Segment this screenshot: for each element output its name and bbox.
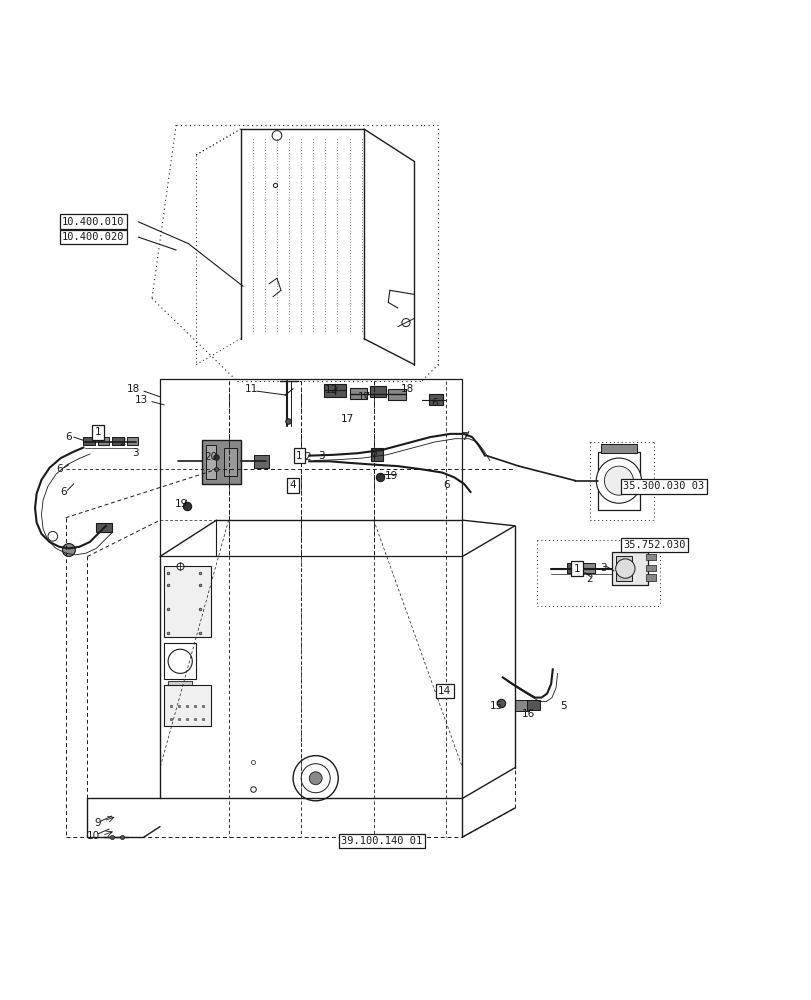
Bar bbox=[164, 643, 196, 679]
Text: 12: 12 bbox=[324, 385, 338, 395]
Text: 10.400.020: 10.400.020 bbox=[62, 232, 124, 242]
Circle shape bbox=[603, 466, 633, 495]
Bar bbox=[168, 681, 192, 698]
Bar bbox=[388, 389, 406, 400]
Bar bbox=[646, 554, 655, 560]
Bar bbox=[202, 440, 240, 484]
Text: 35.300.030 03: 35.300.030 03 bbox=[623, 481, 704, 491]
Bar bbox=[646, 574, 655, 581]
Text: 7: 7 bbox=[460, 432, 467, 442]
Circle shape bbox=[168, 649, 192, 673]
Text: 16: 16 bbox=[521, 709, 534, 719]
Bar bbox=[96, 523, 111, 532]
Text: 2: 2 bbox=[586, 574, 593, 584]
Bar bbox=[646, 565, 655, 571]
Text: 15: 15 bbox=[489, 701, 502, 711]
Text: 19: 19 bbox=[384, 471, 397, 481]
Text: 35.752.030: 35.752.030 bbox=[622, 540, 684, 550]
Bar bbox=[324, 384, 346, 397]
Text: 10.400.010: 10.400.010 bbox=[62, 217, 124, 227]
Text: 5: 5 bbox=[560, 701, 566, 711]
Bar bbox=[206, 445, 216, 479]
Text: 1: 1 bbox=[573, 564, 580, 574]
Text: 4: 4 bbox=[290, 480, 296, 490]
Text: 39.100.140 01: 39.100.140 01 bbox=[341, 836, 422, 846]
Text: 18: 18 bbox=[127, 384, 139, 394]
Text: 9: 9 bbox=[95, 818, 101, 828]
Bar bbox=[254, 455, 268, 468]
Text: 1: 1 bbox=[95, 427, 101, 437]
Circle shape bbox=[301, 764, 330, 793]
Circle shape bbox=[293, 756, 338, 801]
Text: 20: 20 bbox=[204, 452, 217, 462]
Text: 2: 2 bbox=[304, 452, 311, 462]
Text: 2: 2 bbox=[118, 437, 125, 447]
Text: 17: 17 bbox=[357, 392, 371, 402]
Bar bbox=[615, 556, 631, 581]
Bar bbox=[611, 552, 647, 585]
Text: 6: 6 bbox=[60, 487, 67, 497]
Bar bbox=[370, 448, 383, 461]
Text: 19: 19 bbox=[175, 499, 188, 509]
Bar bbox=[164, 566, 211, 637]
Bar bbox=[600, 444, 636, 453]
Text: 13: 13 bbox=[135, 395, 148, 405]
Text: 17: 17 bbox=[341, 414, 354, 424]
Text: 10: 10 bbox=[87, 831, 100, 841]
Text: 18: 18 bbox=[401, 384, 414, 394]
Text: 6: 6 bbox=[66, 432, 72, 442]
Circle shape bbox=[62, 544, 75, 556]
Bar bbox=[349, 388, 367, 399]
Text: 8: 8 bbox=[370, 448, 376, 458]
Bar bbox=[164, 685, 211, 726]
Text: 6: 6 bbox=[431, 398, 437, 408]
Bar bbox=[526, 700, 539, 710]
Bar bbox=[224, 448, 236, 476]
Bar bbox=[567, 563, 580, 573]
Circle shape bbox=[309, 772, 322, 785]
Bar bbox=[428, 394, 443, 405]
Text: 14: 14 bbox=[438, 686, 451, 696]
Bar bbox=[127, 437, 138, 445]
Text: 1: 1 bbox=[296, 451, 303, 461]
Text: 3: 3 bbox=[318, 451, 324, 461]
Text: 3: 3 bbox=[132, 448, 139, 458]
Circle shape bbox=[595, 458, 641, 503]
Bar bbox=[514, 700, 529, 711]
Text: 3: 3 bbox=[599, 563, 606, 573]
Text: 6: 6 bbox=[56, 464, 62, 474]
Text: 11: 11 bbox=[244, 384, 257, 394]
Circle shape bbox=[615, 559, 634, 578]
Bar bbox=[369, 386, 385, 397]
Bar bbox=[98, 437, 109, 445]
Bar bbox=[84, 437, 95, 445]
Bar bbox=[581, 563, 594, 573]
Bar bbox=[112, 437, 123, 445]
Text: 6: 6 bbox=[443, 480, 449, 490]
Bar bbox=[597, 452, 639, 510]
